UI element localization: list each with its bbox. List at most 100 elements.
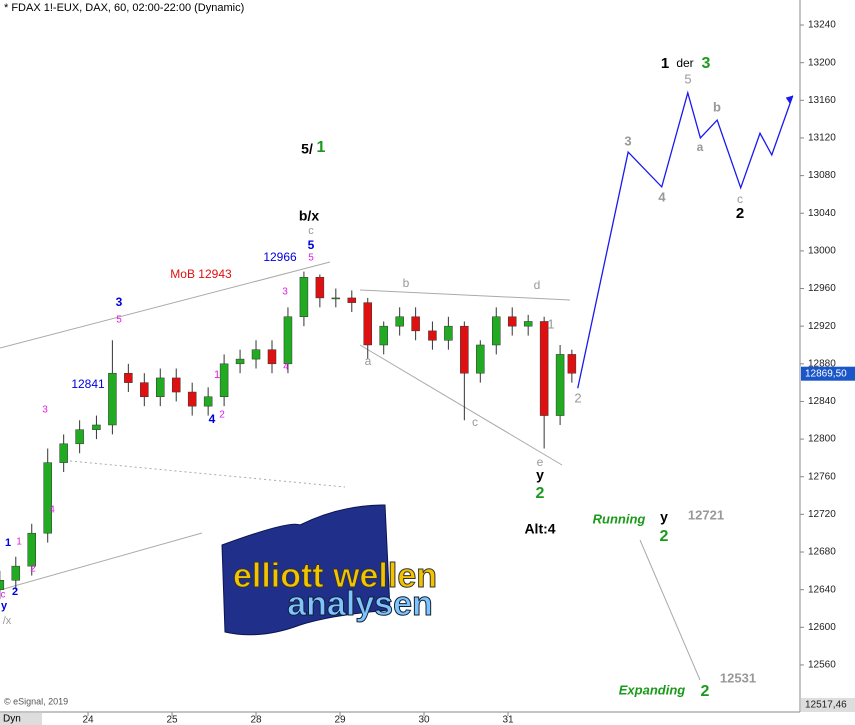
y-tick-label: 12840 <box>808 396 836 407</box>
y-tick-label: 12880 <box>808 358 836 369</box>
wave-label: 3 <box>282 287 288 298</box>
candle-body <box>428 330 437 341</box>
logo-flag <box>221 504 391 636</box>
wave-label: a <box>697 140 704 154</box>
wave-label: b <box>403 276 410 290</box>
wave-label: y <box>1 600 8 612</box>
candle-body <box>140 382 149 397</box>
trendlines <box>0 261 701 681</box>
y-tick-label: 12760 <box>808 471 836 482</box>
wave-label: y <box>660 509 668 525</box>
wave-label: der <box>676 56 693 70</box>
wave-label: 2 <box>574 390 581 405</box>
wave-label: 1 <box>214 369 220 381</box>
wave-label: c <box>1 590 6 601</box>
last-price-box <box>801 366 855 381</box>
y-tick-label: 12800 <box>808 434 836 445</box>
x-tick-label: 28 <box>250 715 262 725</box>
x-tick-label: 31 <box>502 715 514 725</box>
wave-label: 2 <box>736 205 744 222</box>
wave-label: 3 <box>42 405 48 416</box>
candle-body <box>411 316 420 332</box>
trendline <box>639 539 701 681</box>
candle-body <box>363 302 372 346</box>
wave-label: c <box>308 225 314 237</box>
wave-label: 12841 <box>71 377 105 391</box>
trendline <box>0 261 331 349</box>
wave-label: 5 <box>684 71 691 86</box>
y-tick-label: 13160 <box>808 95 836 106</box>
wave-label: 2 <box>12 586 18 598</box>
y-tick-label: 13080 <box>808 170 836 181</box>
candle-body <box>283 316 293 365</box>
arrow-head <box>785 95 793 104</box>
y-tick-label: 12680 <box>808 547 836 558</box>
corner-label: Dyn <box>3 714 21 725</box>
candle-body <box>187 391 197 407</box>
wave-label: 5 <box>308 253 314 264</box>
y-tick-label: 13040 <box>808 208 836 219</box>
x-tick-label: 24 <box>82 715 94 725</box>
bottom-price-box <box>801 697 855 712</box>
candle-body <box>347 297 357 303</box>
wave-label: 2 <box>701 683 710 700</box>
wave-label: 12966 <box>263 250 297 264</box>
candle-body <box>267 349 277 365</box>
wave-label: 1 <box>5 537 11 549</box>
wave-label: d <box>534 278 541 292</box>
candle-body <box>75 429 84 445</box>
y-tick-label: 12720 <box>808 509 836 520</box>
y-tick-label: 12600 <box>808 622 836 633</box>
wave-label: Expanding <box>619 682 686 697</box>
candle-body <box>331 297 341 300</box>
candle-body <box>379 325 388 346</box>
trendline <box>0 532 203 591</box>
y-tick-label: 12640 <box>808 584 836 595</box>
wave-label: 5/ <box>301 141 313 157</box>
wave-label: 3 <box>624 133 631 148</box>
trendline <box>359 289 571 301</box>
candle-body <box>203 396 213 407</box>
candle-body <box>43 462 52 534</box>
candle-body <box>523 321 533 327</box>
candle-body <box>11 565 21 581</box>
candle-body <box>460 325 469 374</box>
wave-label: 3 <box>702 55 711 72</box>
candle-body <box>59 443 68 463</box>
wave-label: 4 <box>49 505 55 516</box>
wave-label: Running <box>593 511 646 526</box>
y-tick-label: 12920 <box>808 321 836 332</box>
wave-label: 4 <box>209 412 216 426</box>
wave-label: 4 <box>283 362 289 373</box>
candle-body <box>124 372 133 383</box>
candle-body <box>507 316 517 327</box>
y-tick-label: 13200 <box>808 57 836 68</box>
candle-body <box>567 354 577 374</box>
y-tick-label: 12560 <box>808 660 836 671</box>
x-tick-label: 30 <box>418 715 430 725</box>
wave-label: c <box>737 192 743 206</box>
candle-body <box>219 363 229 397</box>
wave-label: /x <box>3 615 12 627</box>
candle-body <box>444 325 453 341</box>
x-tick-label: 25 <box>166 715 178 725</box>
candle-body <box>476 344 485 374</box>
wave-label: 5 <box>308 238 315 252</box>
wave-label: e <box>537 455 544 469</box>
wave-label: 4 <box>658 189 666 204</box>
y-tick-label: 13240 <box>808 20 836 31</box>
candle-body <box>156 377 165 397</box>
wave-label: 1 <box>16 537 22 548</box>
logo-text: elliott wellen <box>233 557 437 595</box>
candle-body <box>555 354 565 416</box>
candles <box>0 271 577 600</box>
x-tick-label: 29 <box>334 715 346 725</box>
candle-body <box>492 316 501 346</box>
candle-body <box>171 377 181 393</box>
wave-label: y <box>536 467 544 483</box>
projection-line <box>577 90 794 389</box>
y-tick-label: 13000 <box>808 246 836 257</box>
corner-box <box>0 713 42 725</box>
wave-label: 1 <box>317 139 326 156</box>
